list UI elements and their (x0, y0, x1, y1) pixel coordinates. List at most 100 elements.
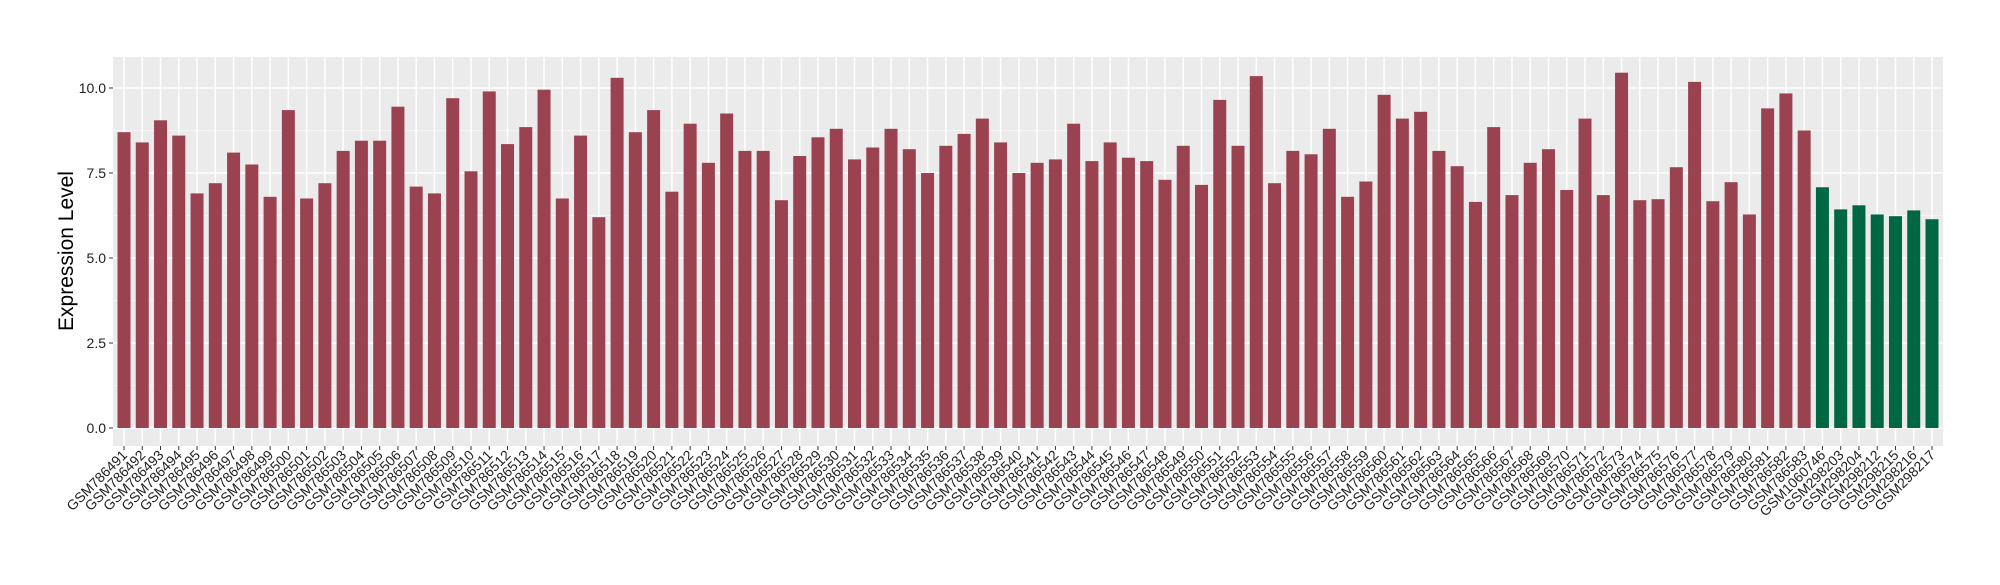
bar-GSM786535 (921, 173, 935, 428)
bar-GSM786546 (1121, 157, 1135, 428)
bar-GSM786523 (701, 162, 715, 429)
bar-GSM786567 (1505, 195, 1519, 428)
bar-GSM786568 (1523, 162, 1537, 429)
bar-GSM786557 (1322, 128, 1336, 429)
bar-GSM786530 (829, 128, 843, 429)
bar-GSM786511 (482, 91, 496, 429)
bar-GSM786576 (1669, 167, 1683, 428)
bar-GSM786527 (774, 200, 788, 428)
bar-GSM786559 (1359, 181, 1373, 428)
bar-GSM786561 (1395, 118, 1409, 428)
x-axis: GSM786491GSM786492GSM786493GSM786494GSM7… (63, 446, 1938, 519)
bar-GSM786533 (884, 128, 898, 429)
bar-GSM786539 (994, 142, 1008, 428)
y-tick-label: 2.5 (87, 335, 107, 351)
bar-GSM786508 (427, 193, 441, 428)
bar-GSM786570 (1560, 190, 1574, 428)
bar-GSM786562 (1414, 111, 1428, 429)
bar-GSM786544 (1085, 161, 1099, 428)
bar-GSM786500 (281, 110, 295, 428)
bar-GSM786543 (1067, 123, 1081, 428)
bar-GSM786509 (446, 98, 460, 428)
bar-GSM786540 (1012, 173, 1026, 428)
bar-GSM786506 (391, 106, 405, 428)
bar-GSM786515 (555, 198, 569, 428)
bar-GSM786575 (1651, 199, 1665, 428)
bar-GSM786548 (1158, 179, 1172, 428)
bar-GSM786493 (154, 120, 168, 429)
bar-GSM298204 (1852, 205, 1866, 428)
bar-GSM786499 (263, 196, 277, 428)
bar-GSM786573 (1615, 72, 1629, 428)
bar-GSM786503 (336, 150, 350, 428)
bar-GSM786569 (1541, 149, 1555, 428)
bar-GSM786550 (1194, 184, 1208, 428)
bar-GSM786525 (738, 150, 752, 428)
y-axis-title: Expression Level (55, 171, 78, 331)
bar-GSM786558 (1341, 196, 1355, 428)
bar-GSM298212 (1870, 214, 1884, 428)
bar-GSM786516 (574, 135, 588, 428)
bars (117, 72, 1939, 429)
bar-GSM786579 (1724, 182, 1738, 428)
bar-GSM786555 (1286, 150, 1300, 428)
bar-GSM786505 (373, 140, 387, 428)
bar-GSM786532 (866, 147, 880, 428)
bar-GSM1060746 (1815, 187, 1829, 428)
bar-GSM786522 (683, 123, 697, 428)
bar-GSM786552 (1231, 145, 1245, 429)
bar-GSM786529 (811, 137, 825, 429)
bar-GSM786507 (409, 186, 423, 428)
bar-GSM786502 (318, 183, 332, 428)
bar-GSM786494 (172, 135, 186, 428)
bar-GSM786545 (1103, 142, 1117, 428)
bar-GSM786521 (665, 191, 679, 428)
bar-GSM786556 (1304, 154, 1318, 429)
bar-GSM786504 (354, 140, 368, 428)
bar-GSM786542 (1048, 159, 1062, 428)
bar-GSM786501 (300, 198, 314, 428)
bar-GSM786553 (1249, 76, 1263, 428)
bar-GSM786560 (1377, 94, 1391, 429)
bar-GSM786514 (537, 89, 551, 428)
bar-GSM786498 (245, 164, 259, 428)
bar-GSM786537 (957, 133, 971, 428)
bar-GSM786492 (135, 142, 149, 428)
bar-GSM786551 (1213, 99, 1227, 429)
bar-GSM786495 (190, 193, 204, 428)
bar-GSM786582 (1779, 93, 1793, 428)
bar-GSM786531 (848, 159, 862, 428)
bar-GSM786497 (227, 152, 241, 428)
bar-GSM298215 (1888, 216, 1902, 428)
bar-GSM786577 (1688, 81, 1702, 428)
bar-GSM786491 (117, 132, 131, 428)
bar-GSM786564 (1450, 166, 1464, 428)
bar-GSM786534 (902, 149, 916, 428)
bar-GSM786496 (208, 183, 222, 428)
bar-GSM786536 (939, 145, 953, 429)
y-tick-label: 10.0 (79, 80, 106, 96)
bar-GSM298216 (1907, 210, 1921, 428)
bar-GSM786554 (1268, 183, 1282, 428)
bar-GSM786519 (628, 132, 642, 428)
bar-GSM786517 (592, 217, 606, 428)
bar-GSM786566 (1487, 127, 1501, 428)
bar-GSM786547 (1140, 161, 1154, 428)
bar-GSM786571 (1578, 118, 1592, 428)
bar-GSM786524 (720, 113, 734, 428)
y-tick-label: 5.0 (87, 250, 107, 266)
bar-GSM786580 (1742, 214, 1756, 428)
bar-GSM786549 (1176, 145, 1190, 429)
bar-GSM786541 (1030, 162, 1044, 429)
bar-GSM786518 (610, 77, 624, 429)
y-tick-label: 0.0 (87, 420, 107, 436)
bar-GSM786513 (519, 127, 533, 428)
bar-GSM786583 (1797, 130, 1811, 428)
bar-GSM786572 (1596, 195, 1610, 428)
bar-GSM786565 (1468, 201, 1482, 428)
bar-GSM298217 (1925, 219, 1939, 428)
bar-GSM786563 (1432, 150, 1446, 428)
bar-GSM786574 (1633, 200, 1647, 428)
y-tick-label: 7.5 (87, 165, 107, 181)
